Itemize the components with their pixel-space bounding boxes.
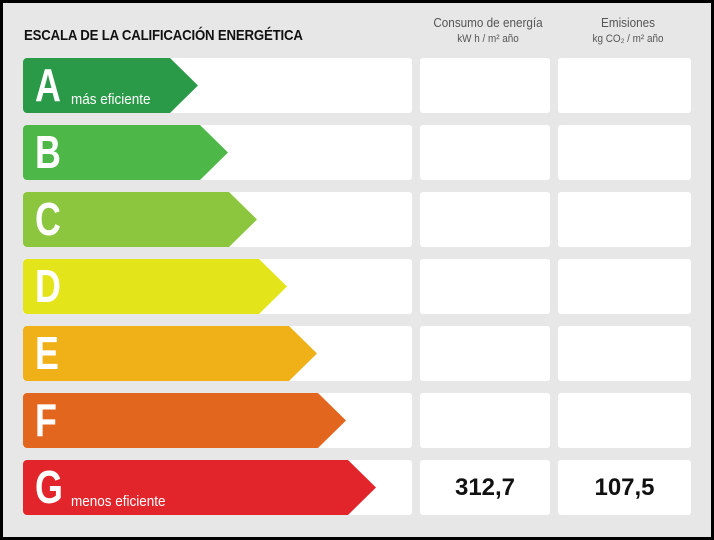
column-header-consumo: Consumo de energía kW h / m² año (416, 14, 560, 48)
rating-letter: C (35, 193, 61, 245)
rating-note: menos eficiente (71, 493, 166, 510)
emisiones-cell (558, 125, 691, 180)
consumo-cell (420, 326, 550, 381)
emisiones-cell (558, 393, 691, 448)
emisiones-cell (558, 326, 691, 381)
consumo-cell: 312,7 (420, 460, 550, 515)
energy-rating-label: ESCALA DE LA CALIFICACIÓN ENERGÉTICA Con… (3, 3, 711, 537)
column-header-emisiones: Emisiones kg CO₂ / m² año (556, 14, 700, 48)
rating-letter: G (35, 461, 63, 513)
column-unit: kg CO₂ / m² año (592, 33, 664, 45)
consumo-cell (420, 125, 550, 180)
rating-arrow: E (23, 326, 317, 381)
rating-note: más eficiente (71, 91, 151, 108)
rating-arrow: G menos eficiente (23, 460, 376, 515)
label-title: ESCALA DE LA CALIFICACIÓN ENERGÉTICA (24, 27, 303, 44)
rating-arrow: B (23, 125, 228, 180)
rating-arrow: F (23, 393, 346, 448)
rating-letter: A (35, 59, 61, 111)
column-unit: kW h / m² año (457, 33, 519, 45)
rating-letter: B (35, 126, 61, 178)
consumo-cell (420, 393, 550, 448)
rating-arrow: A más eficiente (23, 58, 198, 113)
rating-letter: D (35, 260, 61, 312)
emisiones-cell (558, 192, 691, 247)
consumo-cell (420, 192, 550, 247)
emisiones-cell: 107,5 (558, 460, 691, 515)
consumo-cell (420, 259, 550, 314)
rating-letter: F (35, 394, 57, 446)
rating-arrow: D (23, 259, 287, 314)
column-label: Emisiones (601, 15, 655, 30)
emisiones-cell (558, 259, 691, 314)
emisiones-cell (558, 58, 691, 113)
consumo-cell (420, 58, 550, 113)
rating-letter: E (35, 327, 59, 379)
column-label: Consumo de energía (433, 15, 543, 30)
rating-arrow: C (23, 192, 257, 247)
